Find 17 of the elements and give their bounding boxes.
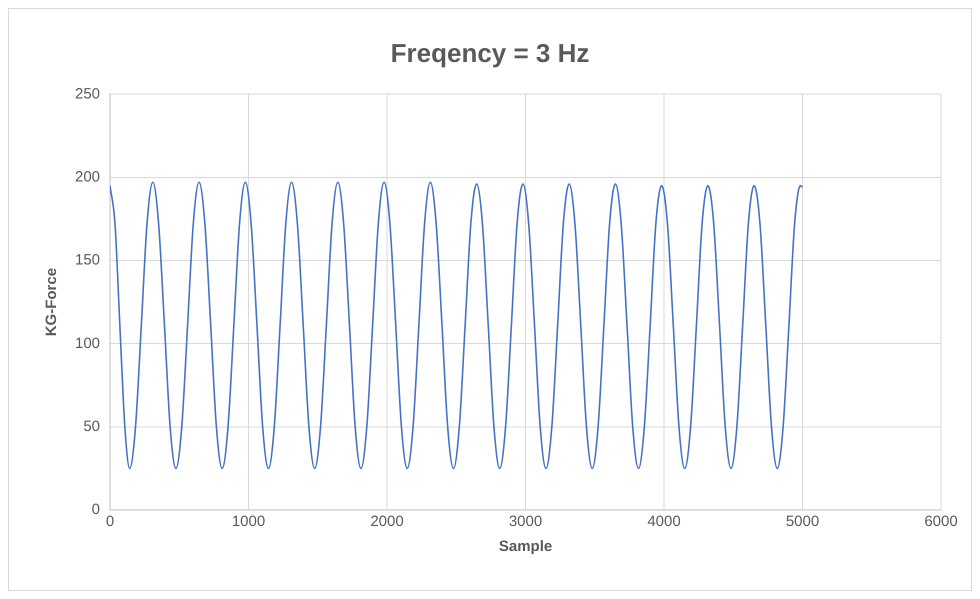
y-tick-label: 0 — [92, 501, 100, 518]
x-axis-title: Sample — [498, 538, 552, 556]
x-tick-label: 4000 — [647, 513, 681, 530]
line-series — [110, 182, 804, 470]
x-tick-label: 2000 — [370, 513, 404, 530]
y-tick-label: 200 — [74, 168, 100, 186]
chart-title: Freqency = 3 Hz — [390, 38, 590, 68]
x-tick-label: 3000 — [508, 513, 542, 530]
y-tick-label: 50 — [83, 418, 100, 435]
y-tick-label: 150 — [74, 252, 100, 269]
y-tick-label: 250 — [74, 85, 100, 102]
x-tick-label: 0 — [106, 513, 114, 530]
x-tick-label: 6000 — [924, 513, 958, 530]
x-tick-label: 1000 — [232, 513, 266, 530]
y-tick-label: 100 — [74, 334, 100, 352]
x-tick-label: 5000 — [786, 513, 820, 530]
y-axis-title: KG-Force — [43, 268, 60, 336]
